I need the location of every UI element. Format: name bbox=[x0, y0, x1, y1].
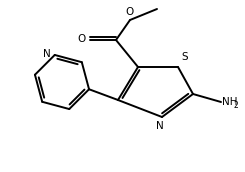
Text: NH: NH bbox=[222, 97, 237, 107]
Text: O: O bbox=[126, 7, 134, 17]
Text: S: S bbox=[181, 52, 188, 62]
Text: N: N bbox=[156, 121, 164, 131]
Text: O: O bbox=[78, 34, 86, 44]
Text: N: N bbox=[43, 49, 51, 59]
Text: 2: 2 bbox=[234, 100, 239, 110]
